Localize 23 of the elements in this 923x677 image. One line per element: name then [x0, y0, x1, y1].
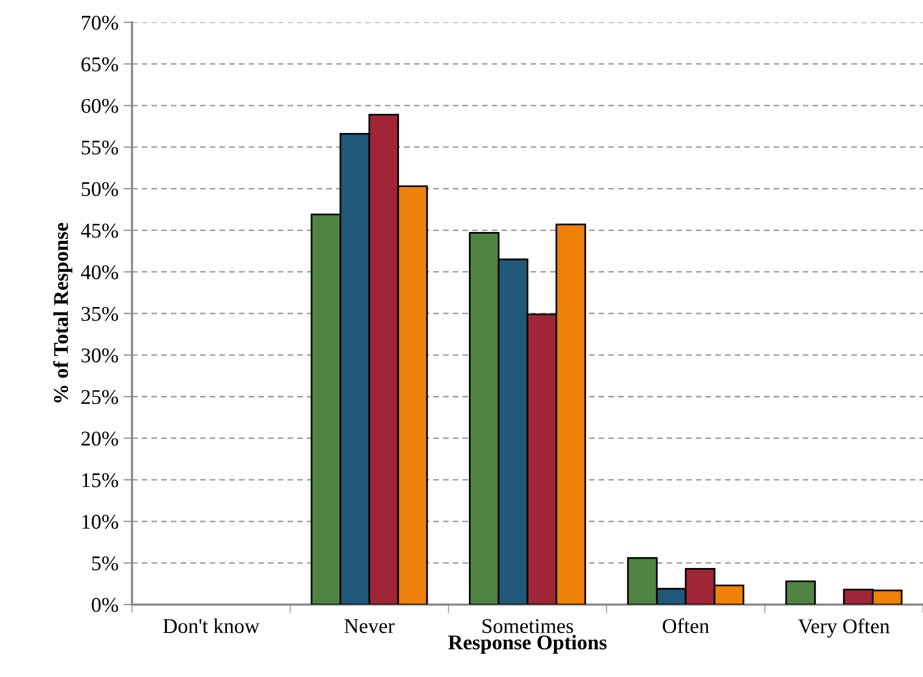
y-tick-label: 55%	[82, 140, 118, 155]
x-tick-label: Don't know	[163, 618, 260, 634]
y-tick-label: 0%	[92, 598, 118, 612]
y-tick-label: 50%	[82, 182, 118, 196]
y-tick-label: 65%	[82, 57, 118, 72]
y-tick-label: 25%	[82, 390, 118, 404]
y-tick-label: 40%	[81, 265, 118, 280]
x-tick-label: Often	[662, 618, 710, 634]
x-tick-label: Very Often	[798, 618, 890, 638]
y-tick-label: 60%	[82, 98, 118, 114]
x-tick-label: Never	[344, 619, 395, 634]
x-tick-label: Sometimes	[482, 619, 574, 634]
y-tick-label: 5%	[92, 556, 118, 570]
y-tick-label: 15%	[82, 473, 118, 488]
y-tick-label: 20%	[82, 432, 118, 446]
y-axis-title: % of Total Response	[53, 222, 72, 402]
x-axis-title: Response Options	[448, 634, 607, 654]
y-tick-label: 10%	[82, 514, 118, 529]
y-tick-label: 45%	[81, 224, 118, 238]
y-tick-label: 70%	[82, 16, 118, 30]
bar	[785, 580, 816, 605]
y-tick-label: 35%	[82, 306, 118, 321]
y-tick-label: 30%	[82, 348, 118, 363]
